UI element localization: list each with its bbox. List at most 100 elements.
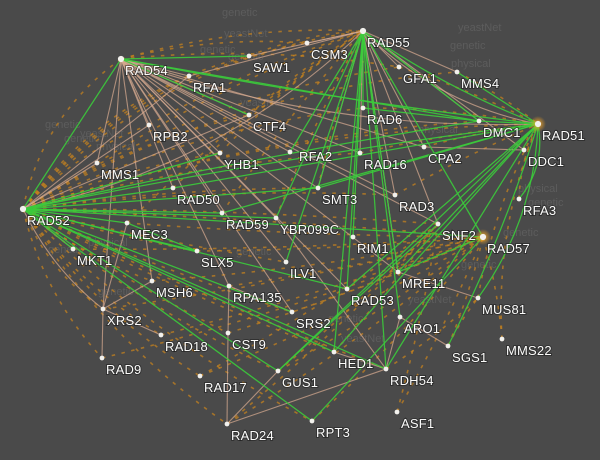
node-rad24[interactable]	[224, 421, 230, 427]
node-ddc1[interactable]	[521, 147, 527, 153]
node-label-smt3[interactable]: SMT3	[321, 191, 358, 208]
node-rad59[interactable]	[219, 210, 225, 216]
node-label-rad3[interactable]: RAD3	[398, 198, 435, 215]
node-label-dmc1[interactable]: DMC1	[482, 124, 521, 141]
node-rad17[interactable]	[197, 373, 203, 379]
node-label-rad18[interactable]: RAD18	[164, 338, 209, 355]
node-label-mms22[interactable]: MMS22	[505, 342, 553, 359]
node-rfa1[interactable]	[186, 73, 192, 79]
node-smt3[interactable]	[315, 185, 321, 191]
node-label-gfa1[interactable]: GFA1	[402, 70, 438, 87]
node-label-rad53[interactable]: RAD53	[350, 292, 395, 309]
node-mre11[interactable]	[395, 269, 401, 275]
node-aro1[interactable]	[397, 314, 403, 320]
node-rad9[interactable]	[99, 355, 105, 361]
node-label-cpa2[interactable]: CPA2	[427, 150, 463, 167]
node-rad51[interactable]	[534, 120, 542, 128]
node-label-gus1[interactable]: GUS1	[281, 374, 319, 391]
node-label-rfa2[interactable]: RFA2	[298, 148, 333, 165]
node-cpa2[interactable]	[421, 144, 427, 150]
node-rad6[interactable]	[360, 105, 366, 111]
node-mms22[interactable]	[499, 336, 505, 342]
node-label-ctf4[interactable]: CTF4	[252, 118, 287, 135]
node-label-rpa135[interactable]: RPA135	[232, 289, 282, 306]
node-mus81[interactable]	[475, 295, 481, 301]
node-label-msh6[interactable]: MSH6	[155, 284, 194, 301]
node-rim1[interactable]	[350, 234, 356, 240]
node-label-mms1[interactable]: MMS1	[100, 166, 140, 183]
node-sgs1[interactable]	[445, 343, 451, 349]
node-snf2[interactable]	[435, 221, 441, 227]
node-label-ilv1[interactable]: ILV1	[289, 265, 317, 282]
node-ctf4[interactable]	[246, 112, 252, 118]
node-slx5[interactable]	[194, 248, 200, 254]
node-yhb1[interactable]	[217, 150, 223, 156]
node-rad55[interactable]	[359, 27, 367, 35]
node-label-rad50[interactable]: RAD50	[176, 191, 221, 208]
node-label-mec3[interactable]: MEC3	[130, 226, 169, 243]
node-xrs2[interactable]	[100, 306, 106, 312]
node-rfa3[interactable]	[516, 196, 522, 202]
node-label-yhb1[interactable]: YHB1	[223, 156, 260, 173]
node-label-snf2[interactable]: SNF2	[441, 227, 477, 244]
node-msh6[interactable]	[149, 278, 155, 284]
node-mms1[interactable]	[94, 160, 100, 166]
node-rfa2[interactable]	[287, 149, 293, 155]
node-hed1[interactable]	[331, 349, 337, 355]
node-label-rpb2[interactable]: RPB2	[152, 128, 189, 145]
node-saw1[interactable]	[246, 53, 252, 59]
node-label-slx5[interactable]: SLX5	[200, 254, 234, 271]
node-label-rdh54[interactable]: RDH54	[389, 372, 434, 389]
node-label-rfa3[interactable]: RFA3	[522, 202, 557, 219]
node-gus1[interactable]	[275, 368, 281, 374]
node-label-cst9[interactable]: CST9	[231, 336, 267, 353]
node-rad57[interactable]	[479, 233, 487, 241]
node-csm3[interactable]	[304, 40, 310, 46]
node-asf1[interactable]	[394, 409, 400, 415]
node-label-rad57[interactable]: RAD57	[486, 240, 531, 257]
node-label-sgs1[interactable]: SGS1	[451, 349, 488, 366]
node-label-mkt1[interactable]: MKT1	[76, 252, 113, 269]
node-label-mre11[interactable]: MRE11	[401, 275, 446, 292]
node-rad52[interactable]	[19, 205, 27, 213]
node-label-xrs2[interactable]: XRS2	[106, 312, 143, 329]
node-label-saw1[interactable]: SAW1	[252, 59, 291, 76]
node-ybr099c[interactable]	[273, 215, 279, 221]
node-label-rad24[interactable]: RAD24	[230, 427, 275, 444]
node-label-rad51[interactable]: RAD51	[541, 127, 586, 144]
node-label-ybr099c[interactable]: YBR099C	[279, 221, 340, 238]
node-rad50[interactable]	[170, 185, 176, 191]
node-rad3[interactable]	[392, 192, 398, 198]
node-rad18[interactable]	[158, 332, 164, 338]
node-label-rad55[interactable]: RAD55	[366, 34, 411, 51]
node-label-ddc1[interactable]: DDC1	[527, 153, 565, 170]
node-label-srs2[interactable]: SRS2	[295, 315, 332, 332]
node-label-rad52[interactable]: RAD52	[26, 212, 71, 229]
node-rad16[interactable]	[357, 150, 363, 156]
node-label-mus81[interactable]: MUS81	[481, 301, 527, 318]
node-label-rfa1[interactable]: RFA1	[192, 79, 227, 96]
node-rdh54[interactable]	[383, 366, 389, 372]
node-label-rad6[interactable]: RAD6	[366, 111, 403, 128]
node-label-hed1[interactable]: HED1	[337, 355, 374, 372]
node-srs2[interactable]	[289, 309, 295, 315]
node-label-rad9[interactable]: RAD9	[105, 361, 142, 378]
node-mec3[interactable]	[124, 220, 130, 226]
node-label-rad54[interactable]: RAD54	[124, 62, 169, 79]
node-mkt1[interactable]	[70, 246, 76, 252]
node-label-rad16[interactable]: RAD16	[363, 156, 408, 173]
node-label-mms4[interactable]: MMS4	[460, 75, 500, 92]
node-cst9[interactable]	[225, 330, 231, 336]
node-rpt3[interactable]	[309, 418, 315, 424]
node-label-asf1[interactable]: ASF1	[400, 415, 435, 432]
node-label-rad17[interactable]: RAD17	[203, 379, 248, 396]
node-label-rim1[interactable]: RIM1	[356, 240, 390, 257]
node-label-rpt3[interactable]: RPT3	[315, 424, 351, 441]
node-gfa1[interactable]	[396, 64, 402, 70]
node-ilv1[interactable]	[283, 259, 289, 265]
node-label-aro1[interactable]: ARO1	[403, 320, 441, 337]
node-mms4[interactable]	[454, 69, 460, 75]
node-rpa135[interactable]	[226, 283, 232, 289]
node-rad54[interactable]	[117, 55, 125, 63]
node-label-rad59[interactable]: RAD59	[225, 216, 270, 233]
